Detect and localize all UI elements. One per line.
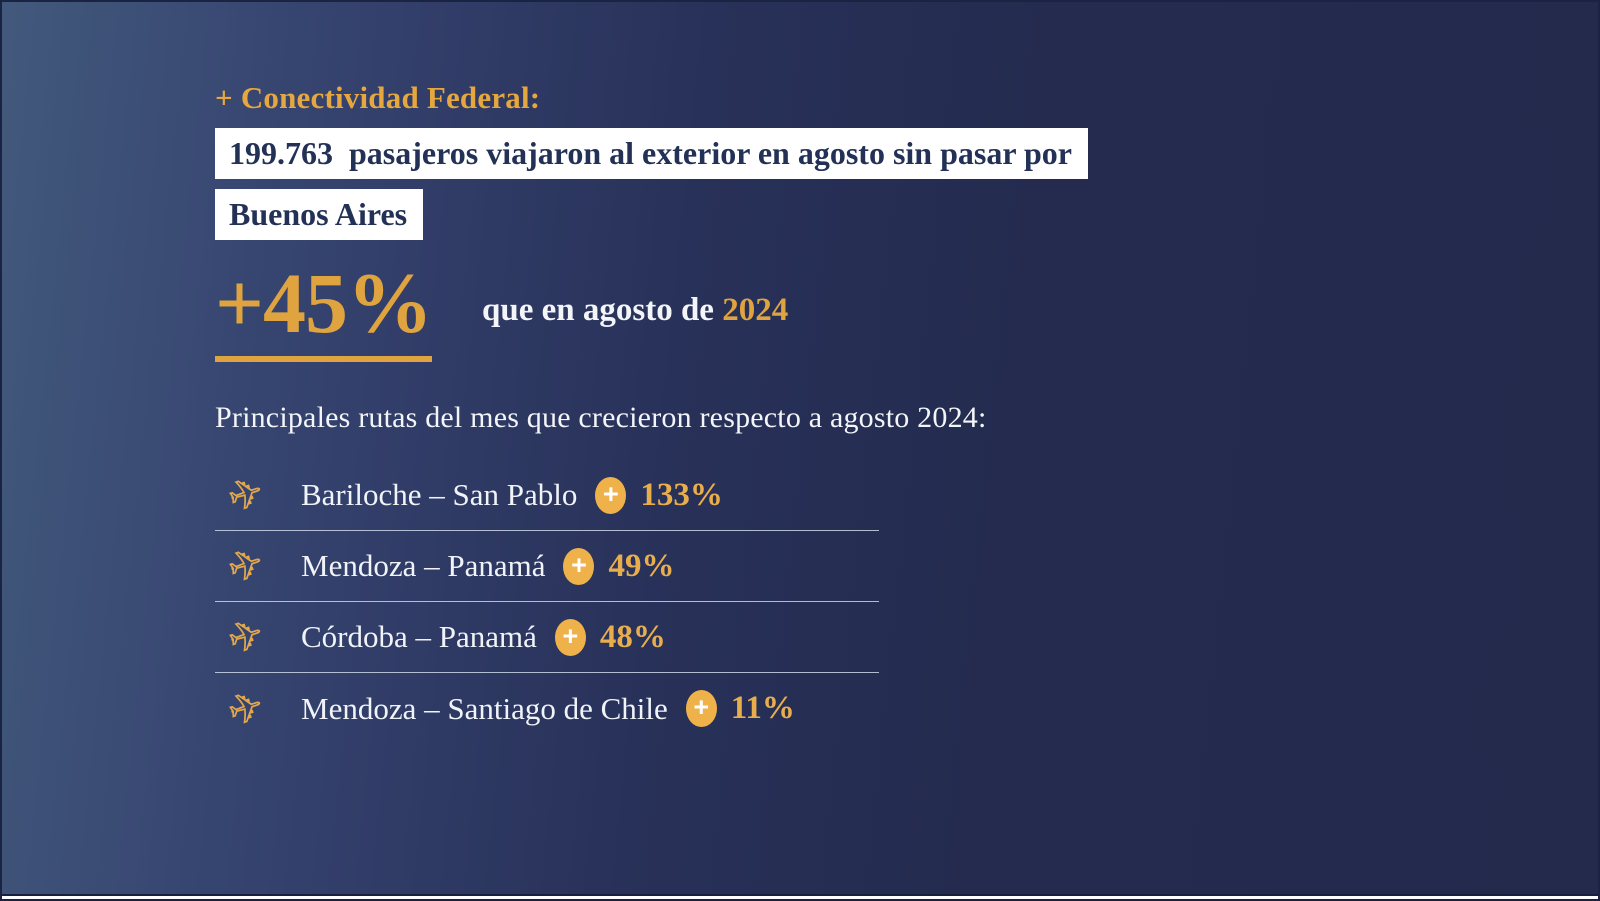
svg-text:✈: ✈ [223,468,269,522]
plus-badge-icon: + [563,547,595,585]
svg-text:✈: ✈ [223,539,269,593]
route-label: Mendoza – Santiago de Chile [301,690,668,726]
svg-text:✈: ✈ [223,682,269,736]
route-label: Córdoba – Panamá [301,619,537,654]
bottom-edge-strip [2,894,1598,899]
stat-value: +45% [215,255,433,351]
route-label: Bariloche – San Pablo [301,477,578,512]
route-row: ✈ Córdoba – Panamá + 48% [215,602,879,673]
stat-value-block: +45% [215,255,433,362]
plane-takeoff-icon: ✈ [222,682,270,736]
stat-comparison-text: que en agosto de [482,292,723,328]
route-growth: 133% [640,476,723,513]
route-growth: 11% [730,690,795,726]
headline-line-2: Buenos Aires [215,189,424,240]
route-row: ✈ Mendoza – Santiago de Chile + 11% [215,673,879,744]
stat-comparison: que en agosto de 2024 [482,292,788,329]
plus-badge-icon: + [685,690,717,727]
stat-comparison-year: 2024 [722,292,789,328]
plane-takeoff-icon: ✈ [222,610,270,664]
growth-stat: +45% que en agosto de 2024 [215,260,788,362]
plus-badge-icon: + [595,476,627,514]
route-growth: 49% [608,547,675,584]
routes-heading: Principales rutas del mes que crecieron … [215,401,987,434]
plane-takeoff-icon: ✈ [222,468,270,522]
stat-underline [215,356,433,362]
route-label: Mendoza – Panamá [301,548,546,583]
plus-badge-icon: + [554,618,586,656]
svg-text:✈: ✈ [223,610,269,664]
route-row: ✈ Mendoza – Panamá + 49% [215,531,879,602]
headline-line-1: 199.763 pasajeros viajaron al exterior e… [215,128,1088,179]
headline: 199.763 pasajeros viajaron al exterior e… [215,128,1088,240]
route-growth: 48% [599,618,666,655]
route-row: ✈ Bariloche – San Pablo + 133% [215,460,879,531]
plane-takeoff-icon: ✈ [222,539,270,593]
routes-list: ✈ Bariloche – San Pablo + 133% ✈ Mendoza… [215,460,879,744]
page-title: + Conectividad Federal: [215,80,541,115]
